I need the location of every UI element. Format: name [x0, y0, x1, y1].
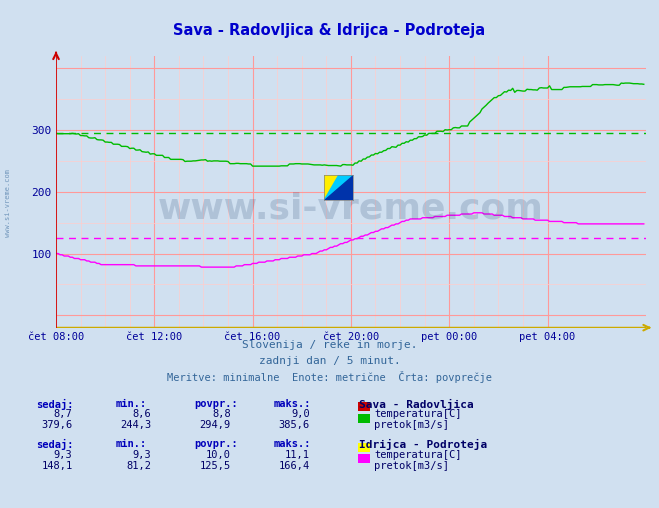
Text: 81,2: 81,2	[127, 461, 152, 471]
Text: 9,3: 9,3	[54, 450, 72, 460]
Text: 385,6: 385,6	[279, 420, 310, 430]
Text: 379,6: 379,6	[42, 420, 72, 430]
Text: Idrijca - Podroteja: Idrijca - Podroteja	[359, 439, 488, 451]
Text: pretok[m3/s]: pretok[m3/s]	[374, 420, 449, 430]
Text: 244,3: 244,3	[121, 420, 152, 430]
Text: 9,0: 9,0	[291, 409, 310, 419]
Text: maks.:: maks.:	[273, 439, 311, 450]
Text: 148,1: 148,1	[42, 461, 72, 471]
Polygon shape	[324, 175, 353, 200]
Text: pretok[m3/s]: pretok[m3/s]	[374, 461, 449, 471]
Text: povpr.:: povpr.:	[194, 399, 238, 409]
Text: 8,6: 8,6	[133, 409, 152, 419]
Text: temperatura[C]: temperatura[C]	[374, 409, 462, 419]
Text: sedaj:: sedaj:	[36, 439, 74, 451]
Text: 8,7: 8,7	[54, 409, 72, 419]
Text: povpr.:: povpr.:	[194, 439, 238, 450]
Text: 11,1: 11,1	[285, 450, 310, 460]
Text: Sava - Radovljica: Sava - Radovljica	[359, 399, 474, 410]
Text: maks.:: maks.:	[273, 399, 311, 409]
Text: 125,5: 125,5	[200, 461, 231, 471]
Text: min.:: min.:	[115, 439, 146, 450]
Text: Slovenija / reke in morje.: Slovenija / reke in morje.	[242, 340, 417, 351]
Text: temperatura[C]: temperatura[C]	[374, 450, 462, 460]
Text: Meritve: minimalne  Enote: metrične  Črta: povprečje: Meritve: minimalne Enote: metrične Črta:…	[167, 371, 492, 383]
Text: 8,8: 8,8	[212, 409, 231, 419]
Text: 166,4: 166,4	[279, 461, 310, 471]
Text: 294,9: 294,9	[200, 420, 231, 430]
Text: sedaj:: sedaj:	[36, 399, 74, 410]
Text: Sava - Radovljica & Idrijca - Podroteja: Sava - Radovljica & Idrijca - Podroteja	[173, 23, 486, 38]
Polygon shape	[324, 175, 339, 200]
Polygon shape	[324, 175, 353, 200]
Text: 10,0: 10,0	[206, 450, 231, 460]
Text: 9,3: 9,3	[133, 450, 152, 460]
Text: min.:: min.:	[115, 399, 146, 409]
Text: zadnji dan / 5 minut.: zadnji dan / 5 minut.	[258, 356, 401, 366]
Text: www.si-vreme.com: www.si-vreme.com	[5, 169, 11, 237]
Text: www.si-vreme.com: www.si-vreme.com	[158, 191, 544, 225]
